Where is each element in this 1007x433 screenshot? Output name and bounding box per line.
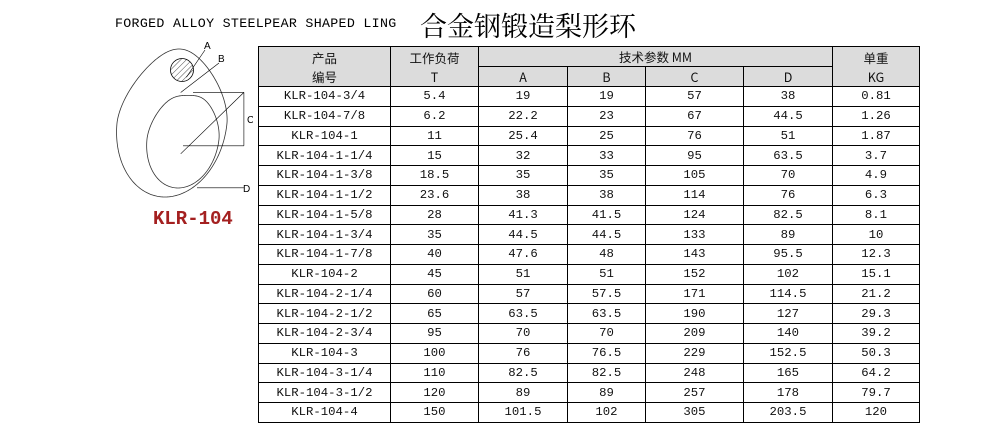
svg-text:A: A [204,41,211,52]
svg-text:B: B [218,54,225,65]
svg-text:C: C [247,115,253,126]
svg-text:D: D [243,184,250,195]
